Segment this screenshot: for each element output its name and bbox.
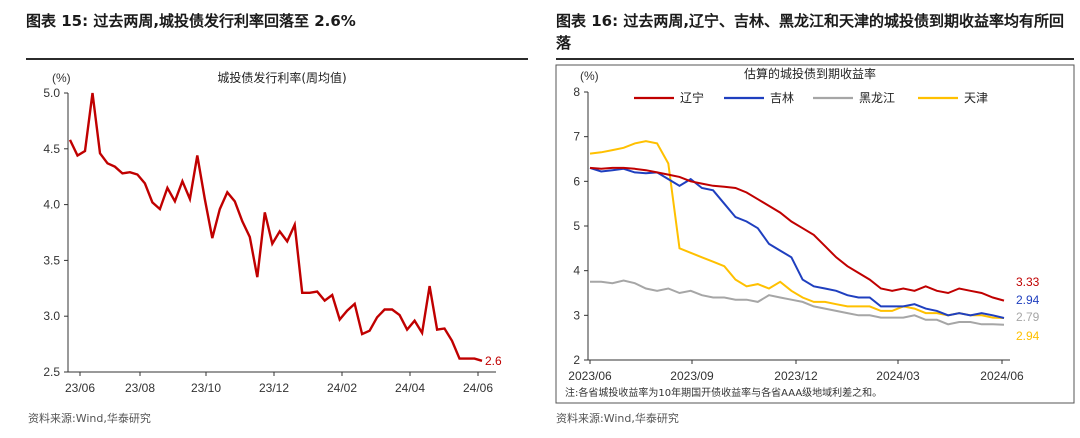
right-x-tick-label: 2024/03	[876, 369, 920, 383]
right-y-tick-label: 8	[573, 85, 580, 99]
left-panel-title: 图表 15: 过去两周,城投债发行利率回落至 2.6%	[26, 12, 356, 30]
left-end-label: 2.6	[485, 354, 502, 368]
legend-label: 天津	[964, 91, 988, 105]
left-x-tick-label: 23/08	[125, 381, 155, 395]
right-y-tick-label: 4	[573, 264, 580, 278]
right-series-line	[589, 166, 1005, 302]
right-y-tick-label: 3	[573, 308, 580, 322]
legend-label: 辽宁	[680, 90, 704, 105]
left-chart-title: 城投债发行利率(周均值)	[217, 70, 346, 85]
right-end-label: 2.94	[1016, 329, 1040, 343]
left-y-tick-label: 5.0	[43, 86, 60, 100]
right-chart-frame	[555, 64, 1075, 404]
right-y-tick-label: 5	[573, 219, 580, 233]
left-y-unit: (%)	[52, 71, 71, 85]
left-chart: (%) 城投债发行利率(周均值) 2.5 3.0 3.5 4.0 4.5 5.0 23/0…	[43, 70, 502, 395]
left-x-tick-label: 24/02	[327, 381, 357, 395]
left-y-tick-label: 3.5	[43, 253, 60, 267]
right-series-line	[589, 166, 1005, 319]
right-y-tick-label: 6	[573, 174, 580, 188]
left-source: 资料来源:Wind,华泰研究	[28, 412, 151, 425]
left-x-tick-label: 24/06	[463, 381, 493, 395]
right-series-line	[590, 279, 1005, 326]
right-x-tick-label: 2023/09	[670, 369, 714, 383]
left-x-tick-label: 23/12	[259, 381, 289, 395]
right-chart-note: 注:各省城投收益率为10年期国开债收益率与各省AAA级地域利差之和。	[565, 386, 882, 399]
legend-label: 吉林	[770, 91, 794, 105]
left-x-tick-label: 24/04	[395, 381, 425, 395]
right-chart-title: 估算的城投债到期收益率	[744, 66, 876, 81]
left-x-tick-label: 23/06	[65, 381, 95, 395]
right-source: 资料来源:Wind,华泰研究	[556, 412, 679, 425]
right-x-tick-label: 2023/12	[774, 369, 818, 383]
right-end-label: 2.94	[1016, 293, 1040, 307]
right-x-tick-label: 2023/06	[568, 369, 612, 383]
left-y-tick-label: 3.0	[43, 309, 60, 323]
right-panel-title: 图表 16: 过去两周,辽宁、吉林、黑龙江和天津的城投债到期收益率均有所回落	[556, 12, 1065, 52]
left-y-tick-label: 4.0	[43, 198, 60, 212]
legend-label: 黑龙江	[859, 91, 895, 105]
right-chart: (%) 估算的城投债到期收益率 2 3 4 5 6 7 8 2023/06 2023/09 20…	[555, 64, 1075, 404]
right-series-line	[589, 140, 1005, 319]
right-y-unit: (%)	[580, 69, 599, 83]
right-y-tick-label: 7	[573, 130, 580, 144]
right-title-rule	[556, 58, 1074, 60]
right-end-label: 3.33	[1016, 275, 1040, 289]
right-x-tick-label: 2024/06	[980, 369, 1024, 383]
left-series-line	[68, 92, 483, 362]
right-y-tick-label: 2	[573, 353, 580, 367]
left-y-tick-label: 4.5	[43, 142, 60, 156]
left-title-rule	[26, 58, 528, 60]
left-y-tick-label: 2.5	[43, 365, 60, 379]
right-end-label: 2.79	[1016, 310, 1040, 324]
left-x-tick-label: 23/10	[191, 381, 221, 395]
